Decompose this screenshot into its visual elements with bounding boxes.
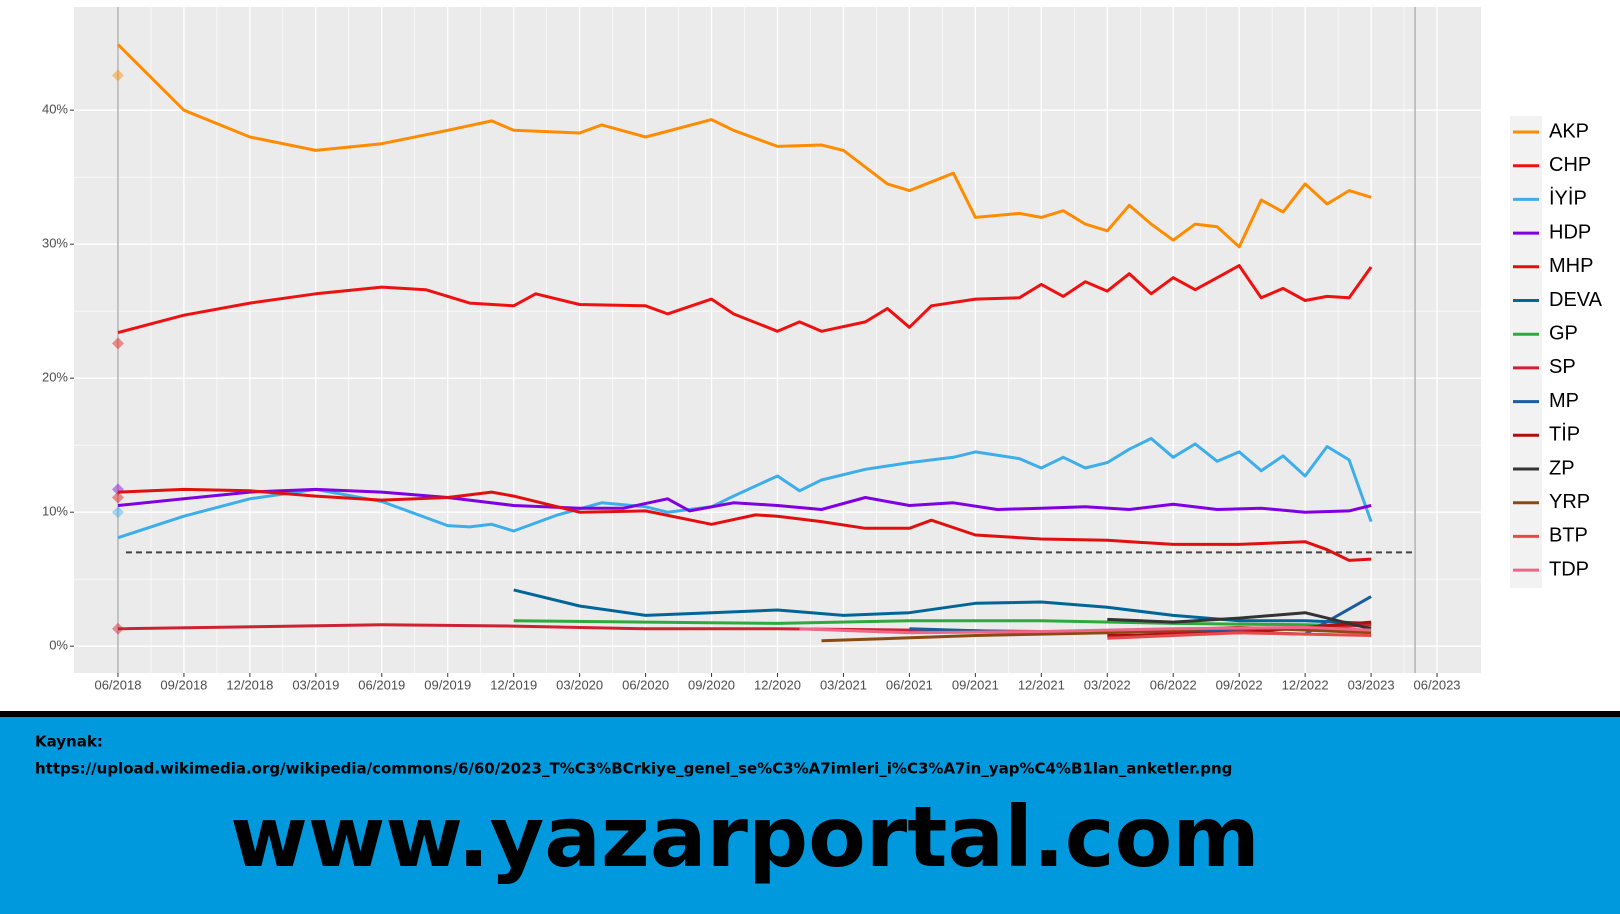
x-tick-label: 12/2020	[754, 677, 801, 692]
grid: 0% 10% 20% 30% 40% 06/2018 09/2018 12/2018 03/20…	[42, 7, 1481, 692]
x-tick-label: 03/2022	[1084, 677, 1131, 692]
x-tick-label: 12/2019	[490, 677, 537, 692]
election-marker	[111, 337, 124, 350]
x-tick-label: 06/2020	[622, 677, 669, 692]
legend-label: MP	[1549, 390, 1579, 412]
x-tick-label: 03/2021	[820, 677, 867, 692]
series-line	[117, 487, 1372, 514]
election-marker	[111, 491, 124, 504]
x-tick-label: 06/2023	[1414, 677, 1461, 692]
x-tick-label: 06/2019	[358, 677, 405, 692]
site-name: www.yazarportal.com	[230, 788, 1260, 886]
y-tick-label: 0%	[49, 638, 68, 653]
legend-label: BTP	[1549, 525, 1588, 547]
footer-bg	[0, 717, 1620, 914]
legend-label: SP	[1549, 356, 1576, 378]
legend-label: HDP	[1549, 221, 1591, 243]
plot-area	[111, 7, 1416, 673]
x-tick-label: 06/2022	[1150, 677, 1197, 692]
x-tick-label: 09/2022	[1216, 677, 1263, 692]
series-line	[117, 264, 1373, 335]
x-tick-label: 09/2018	[160, 677, 207, 692]
series-line	[1107, 631, 1372, 640]
source-url: https://upload.wikimedia.org/wikipedia/c…	[35, 760, 1232, 778]
series-line	[117, 487, 1372, 562]
election-marker	[111, 622, 124, 635]
y-tick-label: 10%	[42, 504, 68, 519]
footer-rule	[0, 711, 1620, 717]
legend-label: TİP	[1549, 423, 1580, 446]
x-tick-label: 03/2019	[292, 677, 339, 692]
x-tick-label: 03/2020	[556, 677, 603, 692]
series-line	[116, 43, 1372, 249]
x-tick-label: 12/2018	[226, 677, 273, 692]
legend-key-bg	[1510, 116, 1542, 588]
election-marker	[111, 69, 124, 82]
x-tick-label: 09/2019	[424, 677, 471, 692]
series-line	[1107, 611, 1372, 631]
legend-label: YRP	[1549, 491, 1590, 513]
x-tick-label: 09/2021	[952, 677, 999, 692]
y-tick-label: 40%	[42, 102, 68, 117]
legend-label: CHP	[1549, 154, 1591, 176]
legend-label: İYİP	[1549, 187, 1587, 210]
x-tick-label: 12/2022	[1282, 677, 1329, 692]
y-tick-label: 30%	[42, 236, 68, 251]
x-tick-label: 06/2021	[886, 677, 933, 692]
series-line	[117, 437, 1373, 540]
x-tick-label: 03/2023	[1348, 677, 1395, 692]
x-tick-label: 09/2020	[688, 677, 735, 692]
legend-label: AKP	[1549, 120, 1589, 142]
y-tick-label: 20%	[42, 370, 68, 385]
series-line	[513, 619, 1372, 628]
legend-label: ZP	[1549, 457, 1575, 479]
source-label: Kaynak:	[35, 733, 103, 751]
x-tick-label: 12/2021	[1018, 677, 1065, 692]
legend-label: MHP	[1549, 255, 1593, 277]
x-tick-label: 06/2018	[94, 677, 141, 692]
legend-label: GP	[1549, 322, 1578, 344]
series-line	[799, 625, 1372, 635]
series-line	[821, 625, 1372, 643]
legend-label: TDP	[1549, 558, 1589, 580]
legend: AKP CHP İYİP HDP MHP DEVA GP SP MP TİP ZP YRP BTP TDP	[1513, 120, 1603, 580]
legend-label: DEVA	[1549, 289, 1603, 311]
election-marker	[111, 506, 124, 519]
